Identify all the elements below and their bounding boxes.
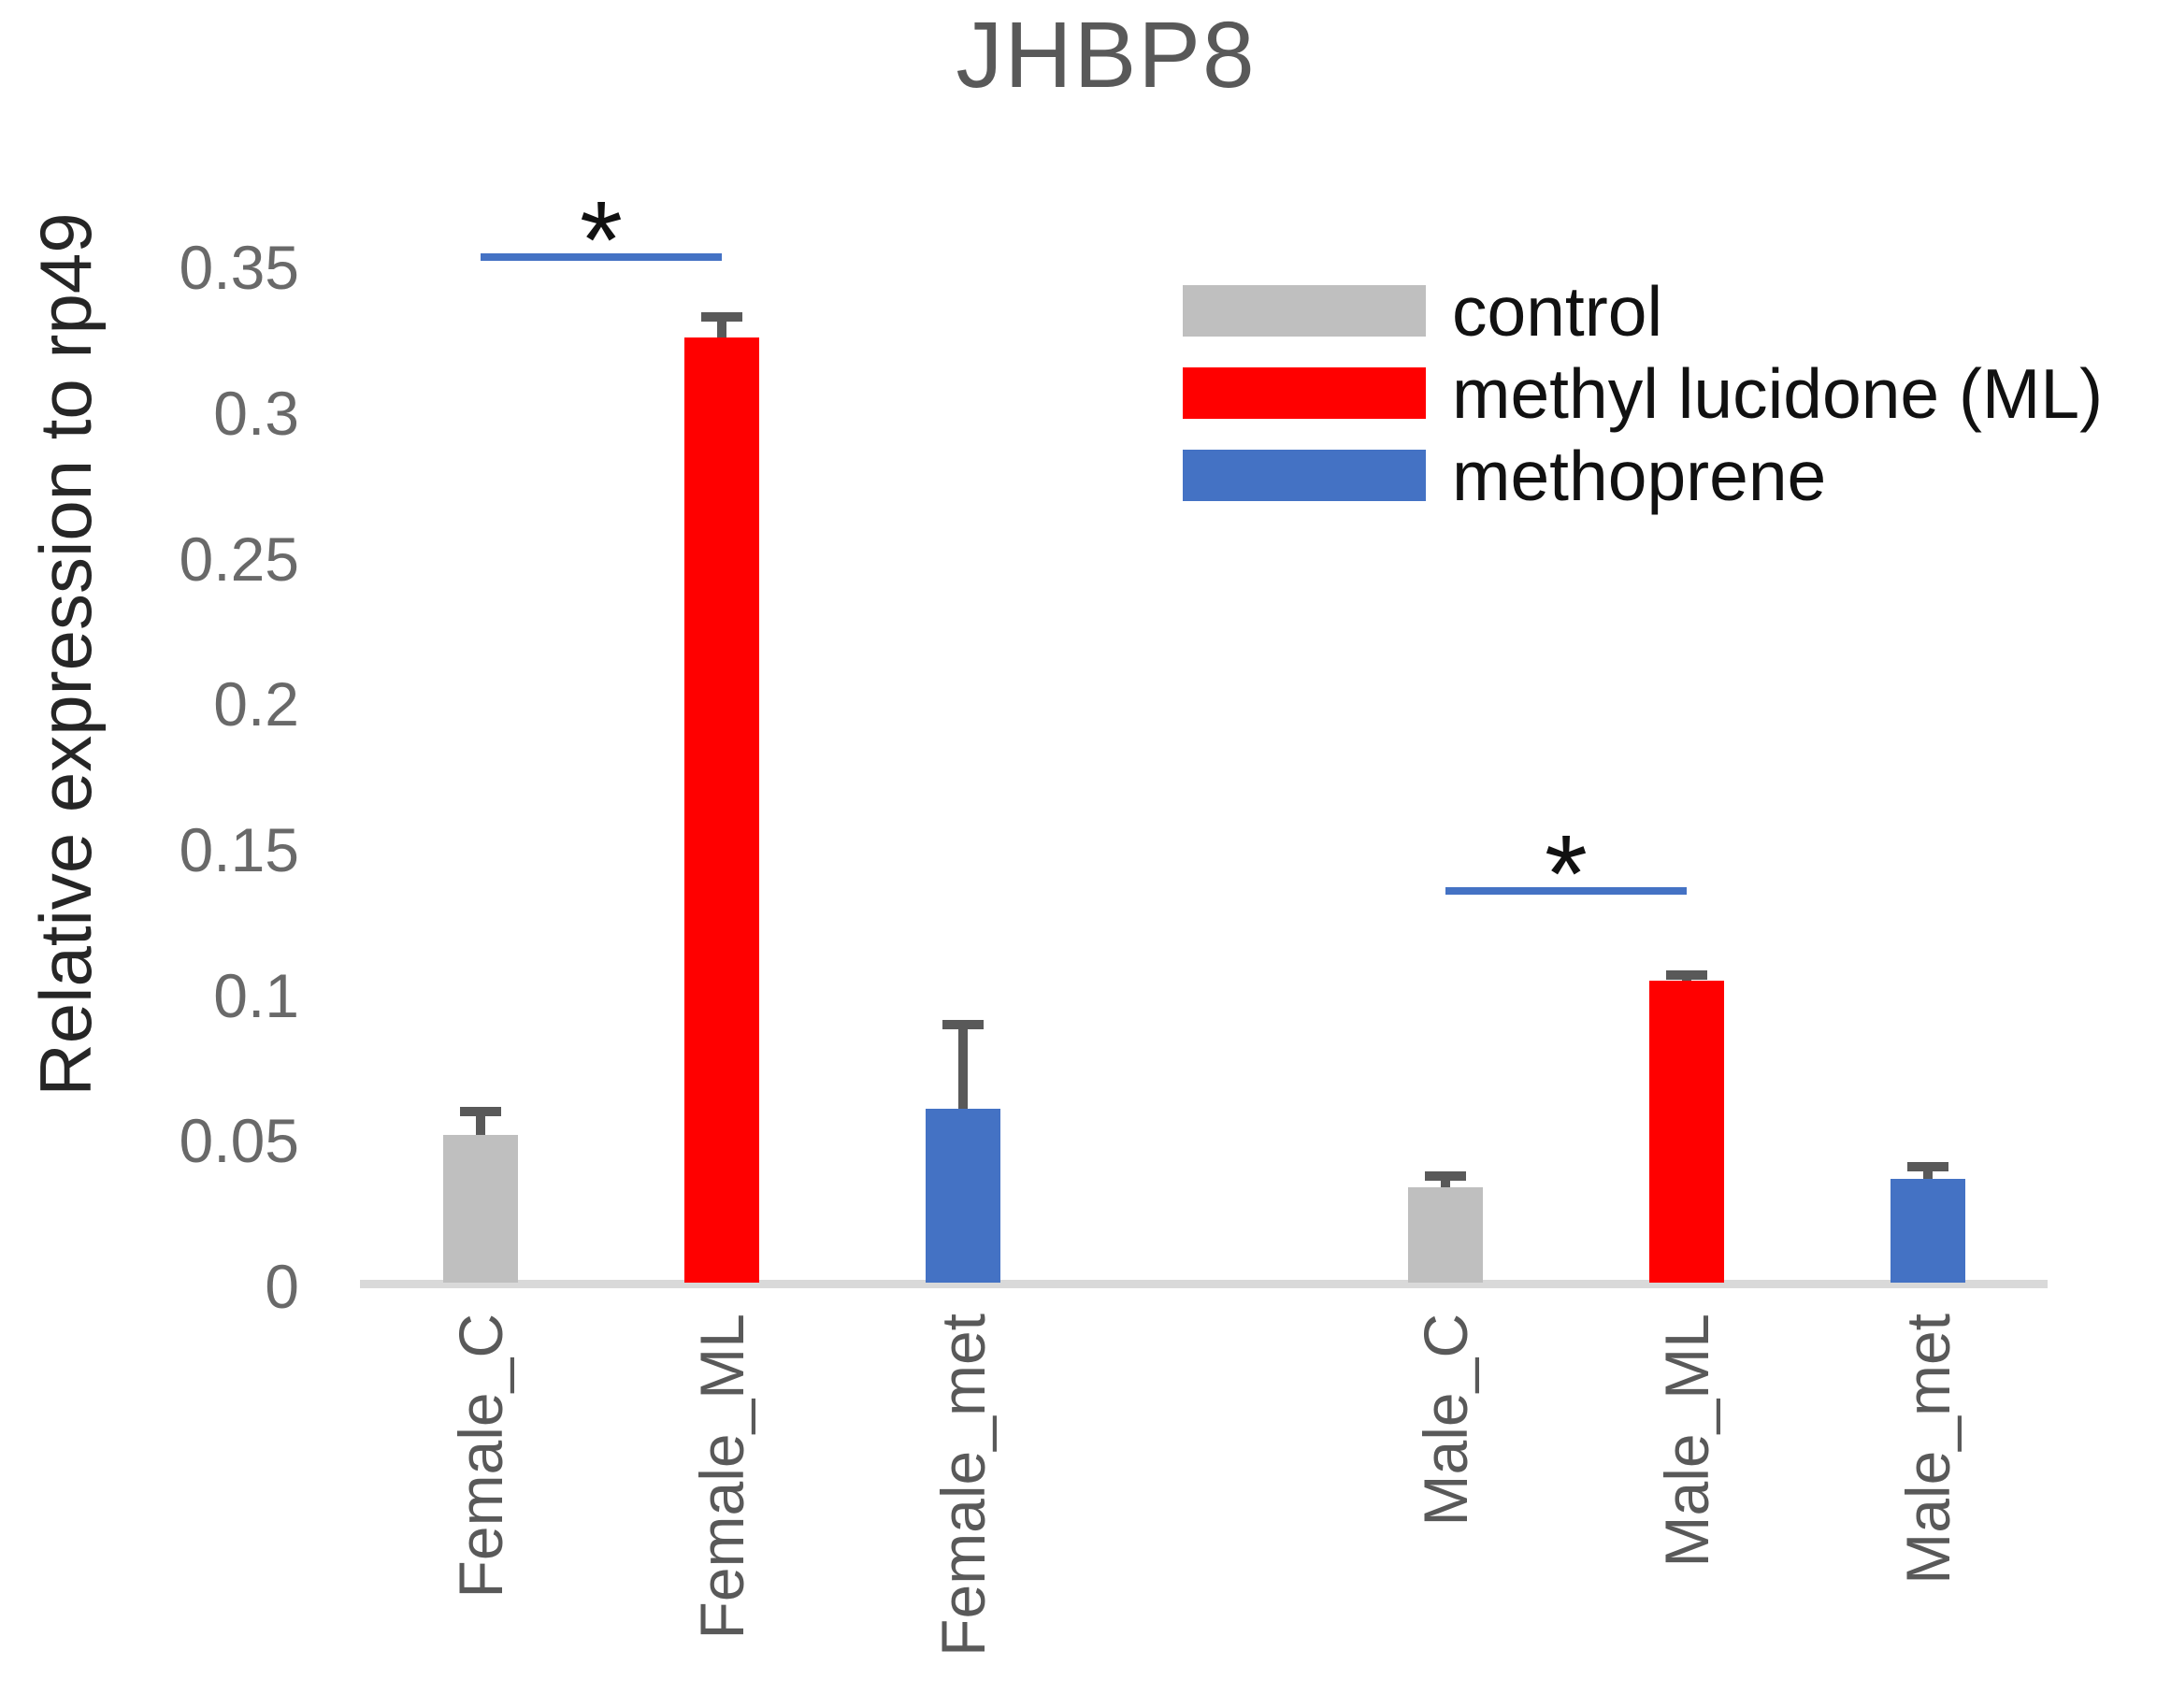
x-category-label: Female_C xyxy=(446,1313,515,1599)
legend-swatch-methyl-lucidone-ml- xyxy=(1183,367,1426,419)
legend-row: methoprene xyxy=(1183,437,2103,515)
legend-swatch-control xyxy=(1183,285,1426,337)
y-tick-label: 0.35 xyxy=(179,233,299,303)
x-category-label: Male_C xyxy=(1411,1313,1480,1527)
y-tick-label: 0 xyxy=(265,1252,299,1321)
bar-Female_met xyxy=(926,1109,1000,1283)
x-category-label: Female_met xyxy=(928,1313,998,1657)
y-tick-label: 0.1 xyxy=(213,960,299,1030)
y-tick-label: 0.25 xyxy=(179,524,299,594)
error-bar-whisker xyxy=(476,1112,485,1136)
error-bar-cap xyxy=(1425,1170,1466,1181)
legend-swatch-methoprene xyxy=(1183,450,1426,501)
error-bar-cap xyxy=(1666,969,1707,980)
error-bar-whisker xyxy=(717,317,726,337)
bar-Female_C xyxy=(443,1135,518,1283)
error-bar-cap xyxy=(701,312,742,323)
legend-row: methyl lucidone (ML) xyxy=(1183,354,2103,433)
error-bar-cap xyxy=(942,1019,984,1029)
x-category-label: Male_met xyxy=(1893,1313,1963,1585)
legend-label: control xyxy=(1452,271,1663,351)
legend-row: control xyxy=(1183,272,2103,351)
error-bar-cap xyxy=(1907,1162,1948,1172)
legend: control methyl lucidone (ML) methoprene xyxy=(1183,272,2103,532)
error-bar-whisker xyxy=(1441,1175,1450,1188)
error-bar-whisker xyxy=(958,1024,968,1110)
y-tick-label: 0.3 xyxy=(213,378,299,448)
bar-Male_C xyxy=(1408,1187,1483,1283)
legend-label: methyl lucidone (ML) xyxy=(1452,353,2104,433)
x-axis-baseline xyxy=(360,1280,2048,1288)
error-bar-cap xyxy=(460,1107,501,1117)
bar-Female_ML xyxy=(684,337,759,1283)
error-bar-whisker xyxy=(1923,1167,1933,1179)
significance-asterisk: * xyxy=(580,178,623,302)
chart-title: JHBP8 xyxy=(956,3,1257,108)
significance-line xyxy=(481,252,722,261)
x-category-label: Female_ML xyxy=(687,1313,756,1640)
y-tick-label: 0.2 xyxy=(213,669,299,739)
significance-line xyxy=(1445,887,1687,896)
bar-Male_met xyxy=(1891,1178,1965,1283)
x-category-label: Male_ML xyxy=(1652,1313,1721,1568)
bar-Male_ML xyxy=(1649,981,1724,1283)
significance-asterisk: * xyxy=(1545,812,1588,937)
y-tick-label: 0.05 xyxy=(179,1106,299,1176)
legend-label: methoprene xyxy=(1452,436,1827,515)
y-tick-label: 0.15 xyxy=(179,814,299,884)
